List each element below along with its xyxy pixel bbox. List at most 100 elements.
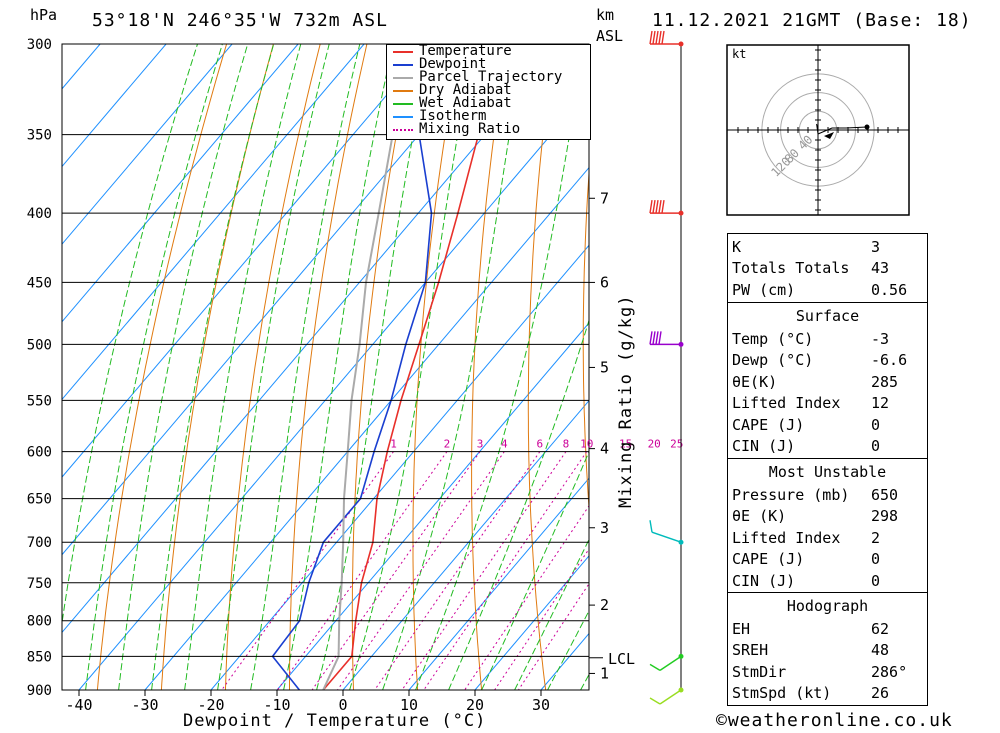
wind-barb-feather	[652, 200, 656, 214]
skew-t-chart: 300350400450500550600650700750800850900-…	[27, 30, 684, 714]
isotherm-line	[342, 399, 589, 690]
parcel-trajectory-series-line	[322, 44, 412, 690]
km-tick-label: 5	[600, 358, 609, 376]
most-unstable-box: Most Unstable Pressure (mb) 650 θE (K) 298 L…	[727, 458, 928, 593]
hodograph-storm-marker	[824, 132, 834, 139]
mixing-ratio-line	[277, 451, 448, 690]
mixing-ratio-line	[401, 451, 567, 690]
plot-frame	[61, 43, 590, 691]
x-tick-label: 10	[400, 696, 418, 714]
index-row: EH 62	[728, 618, 927, 640]
index-label: θE (K)	[732, 507, 787, 526]
legend-swatch	[393, 77, 413, 79]
km-tick-label: 1	[600, 664, 609, 682]
index-value: -6.6	[871, 351, 908, 370]
wind-barb-feather	[649, 520, 653, 533]
dry-adiabat-line	[351, 44, 415, 690]
isotherm-line	[62, 44, 497, 556]
mixing-ratio-line	[517, 582, 589, 690]
tt-value: 43	[871, 259, 890, 278]
index-value: 285	[871, 372, 899, 391]
tt-label: Totals Totals	[732, 259, 850, 278]
location-title: 53°18'N 246°35'W 732m ASL	[92, 10, 388, 31]
mixing-ratio-line	[374, 451, 541, 690]
legend-label: Temperature	[419, 43, 512, 59]
hodograph-end-dot	[864, 124, 870, 130]
lcl-label: LCL	[608, 650, 635, 668]
wind-barb-feather	[652, 30, 656, 45]
legend-label: Dewpoint	[419, 56, 487, 72]
index-label: StmDir	[732, 662, 787, 681]
mixing-ratio-axis-title: Mixing Ratio (g/kg)	[616, 294, 636, 508]
legend-swatch	[393, 64, 413, 66]
pressure-tick-label: 400	[27, 206, 52, 222]
index-label: θE(K)	[732, 372, 778, 391]
pressure-tick-label: 550	[27, 393, 52, 409]
dewpoint-series-line	[271, 44, 451, 690]
wind-barb-feather	[661, 30, 665, 45]
index-value: 48	[871, 641, 890, 660]
mixing-ratio-label: 20	[648, 438, 661, 451]
wind-barb	[649, 520, 684, 545]
index-row: CAPE (J) 0	[728, 549, 927, 571]
index-value: 12	[871, 394, 890, 413]
mixing-ratio-label: 6	[537, 438, 544, 451]
pressure-tick-label: 500	[27, 337, 52, 353]
wind-barb-feather	[649, 663, 661, 671]
mixing-ratio-label: 25	[670, 438, 683, 451]
km-tick-label: 6	[600, 273, 609, 291]
hpa-axis-label: hPa	[30, 6, 58, 24]
wind-barb	[649, 687, 684, 705]
x-tick-label: 20	[466, 696, 484, 714]
wind-barb-feather	[658, 30, 662, 45]
wind-barb-shaft	[651, 531, 682, 543]
x-tick-label: 0	[338, 696, 347, 714]
mixing-ratio-label: 3	[477, 438, 484, 451]
legend-swatch	[393, 129, 413, 131]
mixing-ratio-label: 15	[619, 438, 632, 451]
asl-axis-label: ASL	[596, 27, 624, 45]
index-row: SREH 48	[728, 640, 927, 662]
index-label: SREH	[732, 641, 769, 660]
legend-swatch	[393, 51, 413, 53]
index-value: 286°	[871, 662, 908, 681]
index-value: 298	[871, 507, 899, 526]
dry-adiabat-line	[527, 44, 555, 690]
hodograph-trace	[816, 123, 868, 135]
wind-barb-shaft	[659, 655, 682, 672]
wet-adiabat-line	[184, 44, 302, 690]
legend-item: Parcel Trajectory	[387, 70, 590, 84]
wind-barb-feather	[661, 200, 665, 214]
index-value: 0	[871, 415, 881, 434]
index-label: CAPE (J)	[732, 415, 805, 434]
x-axis-title: Dewpoint / Temperature (°C)	[183, 711, 487, 731]
index-label: EH	[732, 619, 751, 638]
legend-item: Wet Adiabat	[387, 95, 590, 111]
wind-barb-feather	[649, 30, 653, 45]
indices-box: K 3 Totals Totals 43 PW (cm) 0.56	[727, 233, 928, 303]
isotherm-line	[78, 89, 589, 690]
index-value: 650	[871, 485, 899, 504]
legend-label: Wet Adiabat	[419, 95, 512, 111]
index-row: Lifted Index 12	[728, 393, 927, 415]
index-row: CIN (J) 0	[728, 570, 927, 592]
wet-adiabat-line	[250, 44, 361, 690]
mixing-ratio-line	[423, 451, 588, 690]
wet-adiabat-line	[217, 44, 330, 690]
hodograph-stats-title: Hodograph	[786, 597, 869, 615]
x-tick-label: -40	[65, 696, 92, 714]
copyright-link[interactable]: ©weatheronline.co.uk	[716, 710, 953, 731]
index-label: Lifted Index	[732, 528, 841, 547]
pressure-tick-label: 650	[27, 492, 52, 508]
pw-value: 0.56	[871, 280, 908, 299]
wet-adiabat-line	[580, 673, 589, 690]
dry-adiabat-line	[637, 44, 674, 690]
legend-swatch	[393, 90, 413, 92]
pressure-tick-label: 800	[27, 614, 52, 630]
index-label: CAPE (J)	[732, 550, 805, 569]
km-tick-label: 2	[600, 596, 609, 614]
wind-barb-feather	[649, 697, 661, 705]
index-label: Temp (°C)	[732, 329, 814, 348]
km-tick-label: 4	[600, 440, 609, 458]
